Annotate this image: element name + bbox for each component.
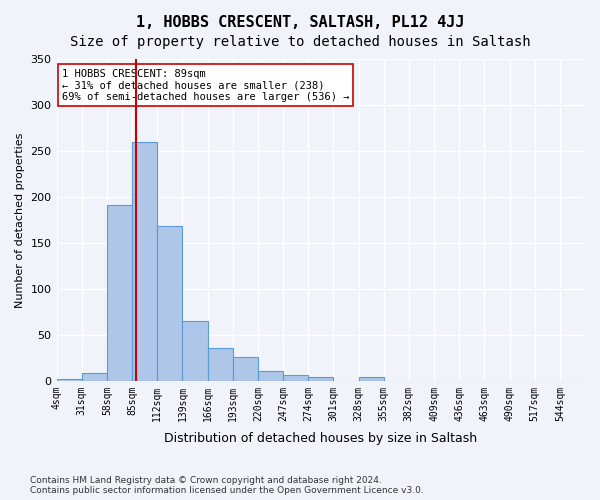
Text: Size of property relative to detached houses in Saltash: Size of property relative to detached ho… <box>70 35 530 49</box>
Bar <box>132 142 157 381</box>
Text: Contains HM Land Registry data © Crown copyright and database right 2024.
Contai: Contains HM Land Registry data © Crown c… <box>30 476 424 495</box>
Bar <box>258 370 283 381</box>
Bar <box>283 376 308 381</box>
Bar <box>308 377 334 381</box>
Text: 1, HOBBS CRESCENT, SALTASH, PL12 4JJ: 1, HOBBS CRESCENT, SALTASH, PL12 4JJ <box>136 15 464 30</box>
Bar <box>82 372 107 381</box>
Bar <box>56 379 82 381</box>
Y-axis label: Number of detached properties: Number of detached properties <box>15 132 25 308</box>
Bar <box>233 357 258 381</box>
Bar <box>182 321 208 381</box>
Bar <box>359 377 383 381</box>
Text: 1 HOBBS CRESCENT: 89sqm
← 31% of detached houses are smaller (238)
69% of semi-d: 1 HOBBS CRESCENT: 89sqm ← 31% of detache… <box>62 68 349 102</box>
Bar <box>107 205 132 381</box>
Bar <box>157 226 182 381</box>
Bar <box>208 348 233 381</box>
X-axis label: Distribution of detached houses by size in Saltash: Distribution of detached houses by size … <box>164 432 478 445</box>
